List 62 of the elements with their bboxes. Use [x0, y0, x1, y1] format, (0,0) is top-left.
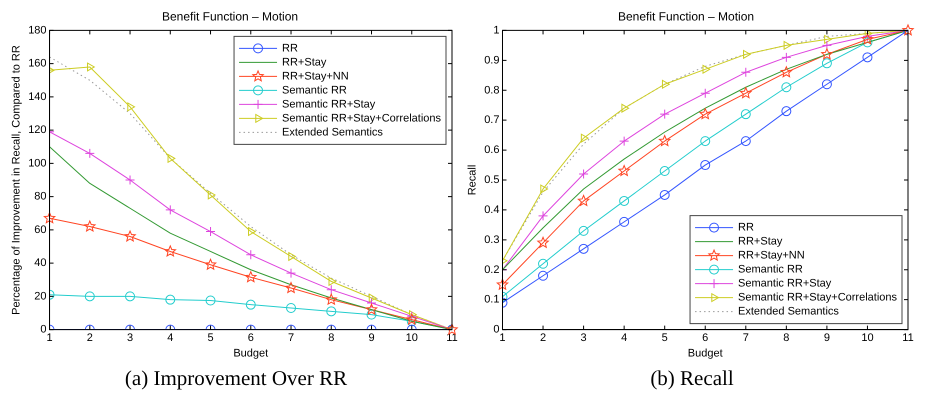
y-tick-label: 0.9 [484, 54, 500, 66]
text: (a) Improvement Over RR [124, 366, 348, 391]
x-tick-label: 10 [406, 332, 418, 344]
legend-label: RR+Stay+NN [282, 70, 349, 82]
legend-label: Semantic RR+Stay+Correlations [738, 292, 898, 304]
legend-label: RR+Stay [738, 236, 783, 248]
x-tick-label: 2 [540, 332, 546, 344]
x-tick-label: 9 [824, 332, 830, 344]
x-axis-title: Budget [233, 347, 268, 360]
text: (b) Recall [650, 366, 734, 391]
legend-label: RR+Stay+NN [738, 250, 805, 262]
y-tick-label: 160 [28, 58, 47, 70]
x-axis-title: Budget [688, 347, 723, 360]
y-tick-label: 140 [28, 90, 47, 103]
x-tick-label: 8 [783, 332, 790, 344]
x-tick-label: 4 [621, 332, 628, 344]
legend-label: Extended Semantics [282, 126, 384, 138]
y-tick-label: 80 [34, 190, 47, 203]
y-tick-label: 100 [28, 157, 47, 170]
x-tick-label: 7 [288, 332, 294, 344]
y-tick-label: 0.8 [484, 84, 500, 96]
legend-label: Semantic RR [282, 84, 347, 96]
y-tick-label: 20 [34, 290, 47, 302]
y-tick-label: 0.7 [484, 114, 500, 126]
y-tick-label: 0.1 [484, 294, 500, 306]
y-tick-label: 0.3 [484, 234, 500, 246]
chart-title: Benefit Function – Motion [618, 10, 754, 24]
y-tick-label: 40 [34, 257, 47, 270]
y-tick-label: 0.5 [484, 174, 500, 186]
legend-label: Semantic RR+Stay [282, 98, 376, 110]
x-tick-label: 7 [742, 332, 749, 344]
y-tick-label: 60 [34, 224, 47, 236]
chart-title: Benefit Function – Motion [162, 10, 298, 24]
legend-label: Semantic RR+Stay [738, 278, 832, 290]
y-tick-label: 0.2 [484, 264, 500, 276]
y-tick-label: 0 [40, 324, 47, 336]
y-tick-label: 0 [493, 324, 500, 336]
x-tick-label: 3 [126, 332, 134, 344]
x-tick-label: 6 [702, 332, 708, 344]
x-tick-label: 5 [662, 332, 668, 344]
legend-label: Extended Semantics [738, 306, 840, 318]
y-axis-title: Recall [466, 164, 479, 196]
x-tick-label: 3 [580, 332, 587, 344]
legend-label: RR+Stay [282, 56, 327, 68]
x-tick-label: 5 [207, 332, 214, 344]
x-tick-label: 2 [86, 332, 93, 344]
y-tick-label: 180 [28, 24, 47, 36]
x-tick-label: 11 [902, 332, 914, 344]
y-axis-title: Percentage of Improvement in Recall, Compared to RR [10, 45, 23, 315]
x-tick-label: 4 [167, 332, 174, 344]
legend-label: RR [282, 42, 298, 54]
y-tick-label: 0.6 [484, 144, 500, 156]
x-tick-label: 8 [328, 332, 334, 344]
legend-label: Semantic RR+Stay+Correlations [282, 112, 442, 124]
legend-label: RR [738, 222, 754, 234]
x-tick-label: 9 [368, 332, 375, 344]
y-tick-label: 120 [28, 124, 47, 136]
x-tick-label: 10 [861, 332, 874, 344]
y-tick-label: 0.4 [484, 204, 500, 216]
x-tick-label: 6 [248, 332, 254, 344]
legend-label: Semantic RR [738, 264, 803, 276]
y-tick-label: 1 [493, 24, 500, 36]
